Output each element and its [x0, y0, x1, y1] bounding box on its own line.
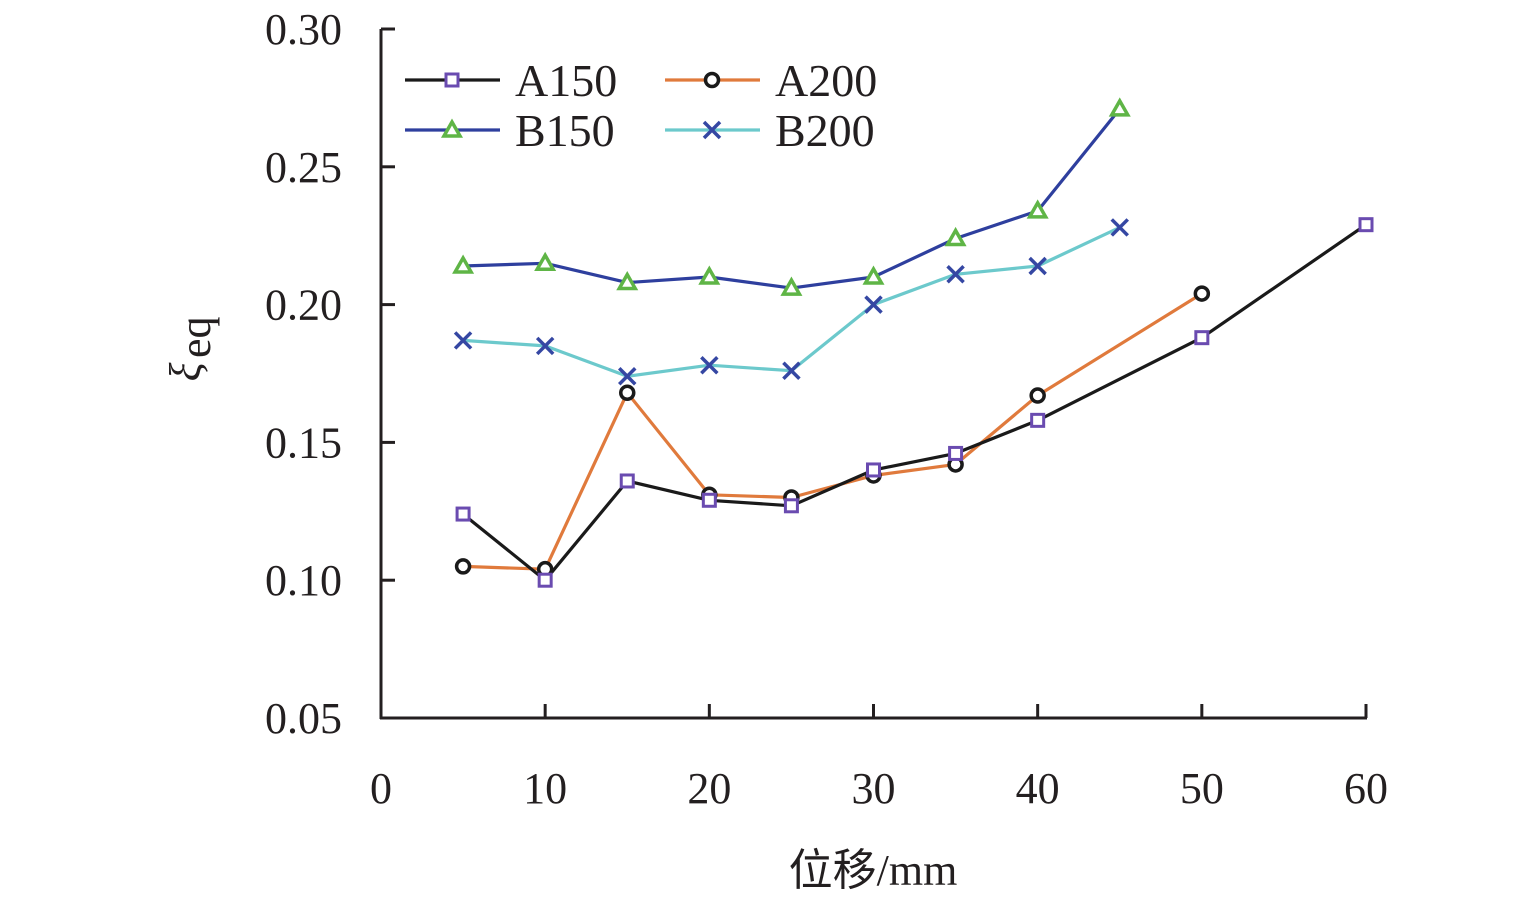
data-point-B200 [1028, 256, 1047, 276]
y-tick-label: 0.20 [265, 281, 342, 330]
data-point-B200 [1110, 218, 1129, 237]
data-point-A150 [783, 498, 799, 514]
legend-marker-x [702, 120, 722, 140]
x-tick-label: 50 [1180, 764, 1224, 813]
legend-label: B150 [515, 105, 615, 156]
data-point-B150 [862, 265, 885, 285]
data-point-B150 [1026, 199, 1049, 219]
data-point-B200 [946, 265, 965, 284]
data-point-A150 [948, 445, 964, 461]
y-tick-label: 0.25 [265, 143, 342, 192]
series-line-A200 [463, 292, 1203, 571]
data-point-A150 [537, 572, 553, 588]
data-point-A150 [619, 473, 635, 489]
x-tick-label: 30 [852, 764, 896, 813]
legend: A150 A200 B150 B200 [405, 55, 877, 156]
x-tick-label: 60 [1344, 764, 1388, 813]
data-point-B200 [782, 361, 801, 380]
legend-marker-square [444, 72, 460, 88]
data-point-B150 [698, 265, 721, 285]
legend-marker-circle [703, 71, 721, 89]
y-tick-label: 0.15 [265, 418, 342, 467]
data-point-B200 [700, 355, 719, 375]
x-tick-label: 10 [523, 764, 567, 813]
data-point-A200 [1029, 387, 1046, 404]
y-axis-title: ξ eq [161, 316, 220, 381]
data-point-A150 [455, 506, 471, 522]
data-point-B150 [944, 226, 967, 247]
y-axis-title-symbol: ξ [161, 362, 210, 381]
data-point-A200 [619, 384, 636, 402]
x-tick-label: 40 [1016, 764, 1060, 813]
legend-marker-triangle [440, 118, 464, 138]
legend-label: A150 [515, 55, 617, 106]
legend-item-A150: A150 [405, 55, 617, 106]
legend-label: B200 [775, 105, 875, 156]
series-line-A150 [462, 223, 1367, 582]
legend-item-B150: B150 [405, 105, 615, 156]
legend-label: A200 [775, 55, 877, 106]
y-tick-label: 0.05 [265, 694, 342, 743]
y-tick-label: 0.10 [265, 556, 342, 605]
x-tick-label: 20 [687, 764, 731, 813]
data-point-B150 [616, 271, 639, 291]
series-B200 [453, 218, 1129, 386]
x-tick-label: 0 [370, 764, 392, 813]
axes: 0.05 0.10 0.15 0.20 0.25 0.30 0 10 20 30 40 50 60 [265, 5, 1388, 813]
x-ticks: 0 10 20 30 40 50 60 [370, 704, 1388, 813]
series-line-B200 [462, 225, 1121, 378]
legend-item-B200: B200 [665, 105, 875, 156]
data-point-B150 [452, 254, 475, 274]
data-point-A150 [1030, 412, 1046, 428]
data-point-B200 [535, 336, 555, 356]
data-point-A150 [1194, 330, 1210, 346]
data-point-A200 [454, 558, 472, 575]
data-point-A150 [866, 462, 881, 478]
data-point-B150 [1108, 97, 1131, 117]
data-point-B200 [453, 331, 473, 350]
series-A150 [455, 217, 1374, 588]
data-point-A150 [701, 492, 717, 508]
series-B150 [452, 97, 1131, 296]
x-axis-title: 位移/mm [789, 846, 958, 895]
y-ticks: 0.05 0.10 0.15 0.20 0.25 0.30 [265, 5, 395, 743]
series-layer [452, 97, 1374, 588]
legend-item-A200: A200 [665, 55, 877, 106]
y-axis-title-subscript: eq [171, 316, 220, 358]
data-point-B150 [780, 276, 803, 296]
data-point-B200 [864, 295, 883, 314]
data-point-A150 [1358, 217, 1374, 233]
data-point-B200 [618, 367, 637, 386]
y-tick-label: 0.30 [265, 5, 342, 54]
series-A200 [454, 285, 1211, 578]
data-point-A200 [1193, 285, 1211, 302]
data-point-B150 [534, 251, 557, 272]
